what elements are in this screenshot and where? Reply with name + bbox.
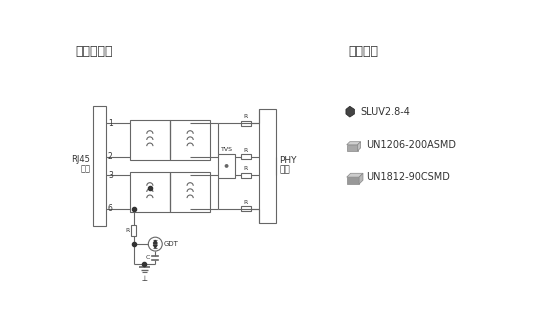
Text: PHY: PHY <box>279 156 297 165</box>
Bar <box>170 120 211 160</box>
Text: C: C <box>146 256 150 260</box>
Text: TVS: TVS <box>220 147 233 152</box>
Circle shape <box>224 164 228 168</box>
Text: RJ45: RJ45 <box>71 155 90 164</box>
Bar <box>347 145 357 151</box>
Bar <box>130 120 170 160</box>
Text: 1: 1 <box>108 119 113 128</box>
Text: R: R <box>244 148 248 153</box>
Bar <box>240 172 252 178</box>
Polygon shape <box>347 142 361 145</box>
Bar <box>131 225 136 236</box>
Polygon shape <box>153 240 157 243</box>
Text: $\perp$: $\perp$ <box>140 273 149 283</box>
Text: R: R <box>244 200 248 205</box>
Text: R: R <box>244 114 248 119</box>
Text: 产品外观: 产品外观 <box>348 46 378 58</box>
Text: GDT: GDT <box>164 241 179 247</box>
Bar <box>170 172 211 212</box>
Bar <box>130 172 170 212</box>
Text: 防护电路图: 防护电路图 <box>75 46 113 58</box>
Text: 2: 2 <box>108 152 113 161</box>
Polygon shape <box>347 173 363 177</box>
Text: SLUV2.8-4: SLUV2.8-4 <box>361 108 411 117</box>
Bar <box>93 106 106 226</box>
Text: R: R <box>125 228 129 233</box>
Text: UN1206-200ASMD: UN1206-200ASMD <box>366 140 456 150</box>
Polygon shape <box>359 173 363 184</box>
Text: 接口: 接口 <box>80 165 90 174</box>
Polygon shape <box>346 106 355 117</box>
Bar <box>218 154 235 178</box>
Text: R: R <box>244 166 248 171</box>
Text: UN1812-90CSMD: UN1812-90CSMD <box>366 172 450 182</box>
Bar <box>240 206 252 212</box>
Text: 3: 3 <box>108 171 113 180</box>
Text: 芯片: 芯片 <box>279 165 290 174</box>
Text: 6: 6 <box>108 204 113 213</box>
Bar <box>240 154 252 160</box>
Bar <box>240 120 252 126</box>
Bar <box>347 177 359 184</box>
Bar <box>259 108 276 222</box>
Polygon shape <box>153 245 157 248</box>
Polygon shape <box>357 142 361 151</box>
